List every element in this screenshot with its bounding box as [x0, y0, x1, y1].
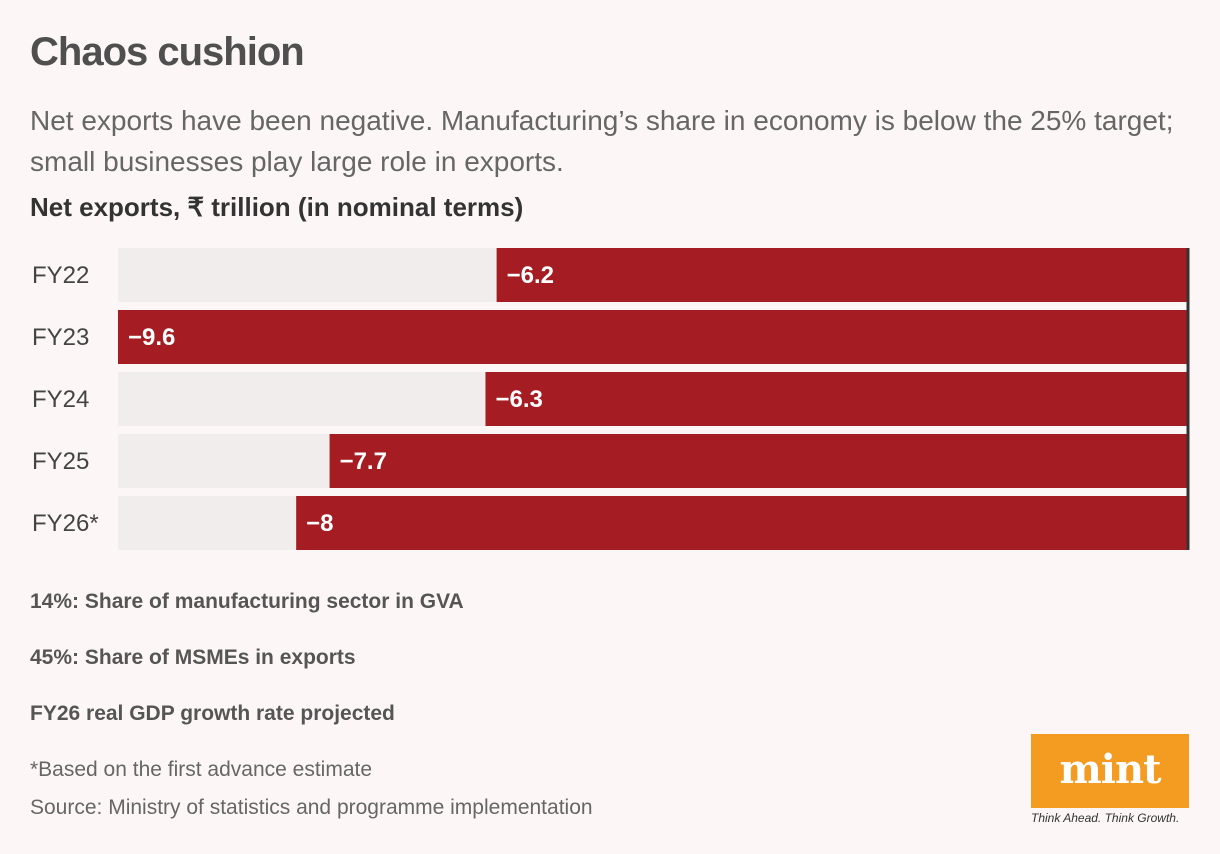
category-label: FY26*: [32, 510, 99, 537]
footnote: *Based on the first advance estimate: [30, 758, 373, 781]
chart-heading: Net exports, ₹ trillion (in nominal term…: [30, 192, 524, 222]
bar-chart: FY22 −6.2 FY23 −9.6 FY24 −6.3 FY25 −7.7 FY26* −8: [32, 248, 1190, 550]
category-label: FY24: [32, 386, 89, 413]
category-label: FY22: [32, 262, 89, 289]
logo-text: mint: [1059, 745, 1161, 793]
stat-gdp-growth: FY26 real GDP growth rate projected: [30, 702, 395, 725]
bar: [296, 496, 1188, 550]
value-label: −6.2: [507, 262, 554, 289]
stat-manufacturing-share: 14%: Share of manufacturing sector in GV…: [30, 590, 464, 613]
value-label: −6.3: [495, 386, 542, 413]
category-label: FY23: [32, 324, 89, 351]
category-label: FY25: [32, 448, 89, 475]
value-label: −8: [306, 510, 333, 537]
source-note: Source: Ministry of statistics and progr…: [30, 796, 593, 819]
value-label: −7.7: [340, 448, 387, 475]
bar: [118, 310, 1187, 364]
value-label: −9.6: [128, 324, 175, 351]
logo-tagline: Think Ahead. Think Growth.: [1031, 811, 1180, 825]
bar: [329, 434, 1188, 488]
chart-title: Chaos cushion: [30, 30, 305, 74]
bar: [496, 248, 1188, 302]
stat-msme-share: 45%: Share of MSMEs in exports: [30, 646, 356, 669]
chart-subtitle: Net exports have been negative. Manufact…: [30, 105, 1174, 177]
mint-logo: mint: [1031, 734, 1189, 808]
bar: [485, 372, 1187, 426]
